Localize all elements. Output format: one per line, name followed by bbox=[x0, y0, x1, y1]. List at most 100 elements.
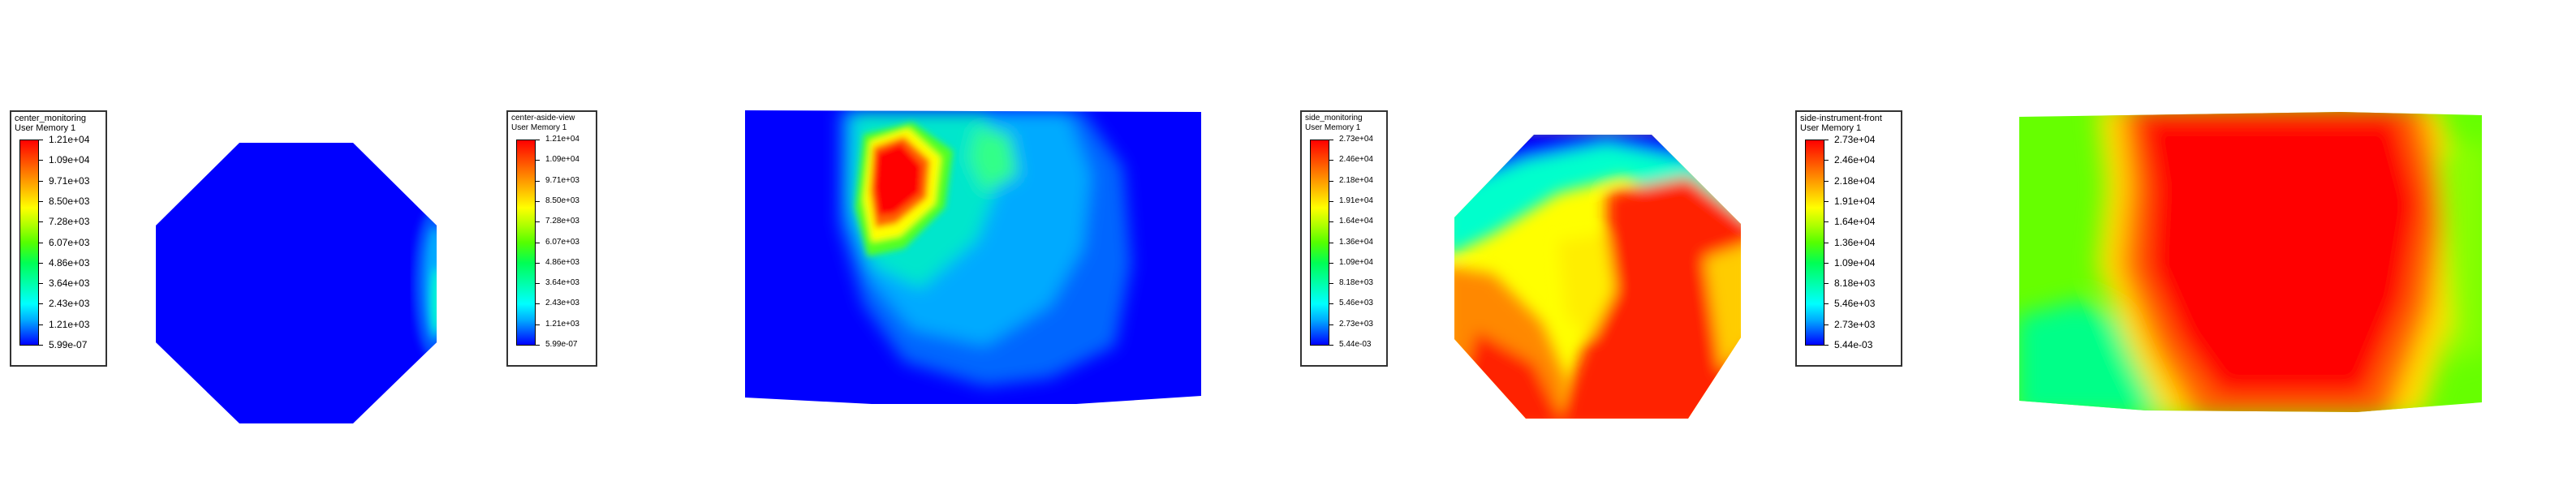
legend-title: center_monitoring bbox=[15, 114, 87, 123]
colorbar-tick-label: 2.18e+04 bbox=[1834, 174, 1876, 187]
colorbar-tick-label: 2.46e+04 bbox=[1834, 154, 1876, 166]
legend-center-monitoring: center_monitoring User Memory 1 1.21e+04… bbox=[10, 110, 107, 367]
colorbar-tick bbox=[536, 303, 540, 305]
colorbar-tick-label: 8.18e+03 bbox=[1339, 278, 1373, 288]
colorbar-tick bbox=[1824, 345, 1829, 346]
legend-subtitle: User Memory 1 bbox=[15, 123, 76, 133]
colorbar-tick bbox=[536, 221, 540, 223]
colorbar-tick-label: 1.21e+03 bbox=[49, 318, 90, 330]
colorbar-tick bbox=[39, 221, 43, 223]
colorbar-tick bbox=[1824, 200, 1829, 202]
colorbar-tick-label: 9.71e+03 bbox=[545, 175, 579, 185]
colorbar-tick-label: 2.73e+03 bbox=[1339, 319, 1373, 329]
colorbar-tick bbox=[536, 262, 540, 264]
contour-view-center-aside bbox=[745, 110, 1201, 404]
legend-subtitle: User Memory 1 bbox=[511, 123, 567, 132]
colorbar-tick-label: 5.99e-07 bbox=[49, 339, 88, 350]
colorbar-tick-label: 4.86e+03 bbox=[545, 257, 579, 267]
colorbar bbox=[1310, 140, 1329, 346]
colorbar-tick-label: 3.64e+03 bbox=[49, 277, 90, 290]
colorbar-tick bbox=[39, 324, 43, 325]
colorbar-tick bbox=[1824, 324, 1829, 325]
colorbar-ticks bbox=[536, 140, 542, 346]
colorbar-tick-label: 8.50e+03 bbox=[49, 195, 90, 207]
colorbar-tick-label: 2.73e+04 bbox=[1339, 135, 1373, 144]
colorbar-tick bbox=[1824, 160, 1829, 161]
colorbar-tick bbox=[536, 345, 540, 346]
colorbar-tick-label: 8.18e+03 bbox=[1834, 277, 1876, 290]
colorbar-tick-label: 1.91e+04 bbox=[1339, 196, 1373, 205]
contour-view-side-instrument-front bbox=[2019, 112, 2482, 412]
colorbar-tick bbox=[1329, 160, 1333, 161]
colorbar-tick bbox=[536, 324, 540, 325]
contour-view-side-monitoring bbox=[1454, 135, 1741, 419]
colorbar-tick bbox=[39, 283, 43, 285]
colorbar-tick-label: 5.46e+03 bbox=[1339, 299, 1373, 308]
colorbar-ticks bbox=[1824, 140, 1831, 346]
colorbar-tick-label: 9.71e+03 bbox=[49, 174, 90, 187]
colorbar-tick bbox=[39, 345, 43, 346]
colorbar-tick-label: 4.86e+03 bbox=[49, 256, 90, 269]
colorbar-tick bbox=[1329, 180, 1333, 182]
colorbar-tick bbox=[1329, 303, 1333, 305]
colorbar-tick-label: 1.36e+04 bbox=[1834, 236, 1876, 248]
colorbar-tick bbox=[1329, 283, 1333, 285]
legend-title: side-instrument-front bbox=[1800, 114, 1882, 123]
colorbar-tick-label: 2.43e+03 bbox=[49, 298, 90, 310]
colorbar-tick-label: 2.43e+03 bbox=[545, 299, 579, 308]
colorbar-tick-label: 5.46e+03 bbox=[1834, 298, 1876, 310]
colorbar-tick-label: 1.91e+04 bbox=[1834, 195, 1876, 207]
colorbar-tick bbox=[39, 200, 43, 202]
colorbar-tick bbox=[39, 303, 43, 305]
colorbar-tick-label: 1.21e+03 bbox=[545, 319, 579, 329]
colorbar-tick-label: 2.46e+04 bbox=[1339, 155, 1373, 165]
colorbar-tick bbox=[39, 180, 43, 182]
colorbar-tick-label: 2.73e+04 bbox=[1834, 134, 1876, 145]
colorbar-tick-label: 7.28e+03 bbox=[545, 217, 579, 226]
colorbar-tick-label: 2.73e+03 bbox=[1834, 318, 1876, 330]
colorbar-tick-label: 6.07e+03 bbox=[49, 236, 90, 248]
colorbar-tick-label: 8.50e+03 bbox=[545, 196, 579, 205]
colorbar-tick bbox=[1824, 303, 1829, 305]
legend-title: side_monitoring bbox=[1305, 114, 1363, 122]
legend-title: center-aside-view bbox=[511, 114, 575, 122]
colorbar-tick bbox=[536, 180, 540, 182]
colorbar-tick bbox=[536, 160, 540, 161]
colorbar-tick bbox=[1824, 262, 1829, 264]
colorbar-tick bbox=[536, 283, 540, 285]
legend-subtitle: User Memory 1 bbox=[1305, 123, 1361, 132]
colorbar-tick-label: 1.09e+04 bbox=[1834, 256, 1876, 269]
colorbar-tick-label: 3.64e+03 bbox=[545, 278, 579, 288]
colorbar-tick bbox=[1329, 221, 1333, 223]
colorbar-tick-label: 7.28e+03 bbox=[49, 216, 90, 228]
legend-subtitle: User Memory 1 bbox=[1800, 123, 1862, 133]
colorbar-tick bbox=[39, 160, 43, 161]
colorbar-ticks bbox=[1329, 140, 1336, 346]
colorbar-tick-label: 1.09e+04 bbox=[545, 155, 579, 165]
legend-side-monitoring: side_monitoring User Memory 1 2.73e+04 2.… bbox=[1300, 110, 1388, 367]
colorbar-tick-label: 1.21e+04 bbox=[49, 134, 90, 145]
colorbar-tick bbox=[39, 262, 43, 264]
colorbar-tick-label: 1.36e+04 bbox=[1339, 237, 1373, 247]
colorbar bbox=[516, 140, 536, 346]
contour-view-center-monitoring bbox=[156, 143, 437, 423]
colorbar-tick-label: 5.44e-03 bbox=[1339, 340, 1372, 349]
colorbar-tick-label: 1.21e+04 bbox=[545, 135, 579, 144]
colorbar-tick bbox=[1329, 324, 1333, 325]
colorbar-tick-label: 1.09e+04 bbox=[49, 154, 90, 166]
colorbar-tick-label: 1.64e+04 bbox=[1834, 216, 1876, 228]
colorbar-tick bbox=[1329, 200, 1333, 202]
colorbar-tick bbox=[1329, 345, 1333, 346]
colorbar-tick bbox=[536, 200, 540, 202]
legend-center-aside-view: center-aside-view User Memory 1 1.21e+04… bbox=[506, 110, 597, 367]
colorbar-tick-label: 2.18e+04 bbox=[1339, 175, 1373, 185]
colorbar-tick bbox=[1329, 262, 1333, 264]
colorbar-tick-label: 6.07e+03 bbox=[545, 237, 579, 247]
colorbar bbox=[19, 140, 39, 346]
colorbar-tick bbox=[1824, 221, 1829, 223]
colorbar-ticks bbox=[39, 140, 45, 346]
colorbar-tick-label: 1.64e+04 bbox=[1339, 217, 1373, 226]
colorbar-tick-label: 5.44e-03 bbox=[1834, 339, 1873, 350]
colorbar-tick bbox=[1824, 180, 1829, 182]
colorbar-tick-label: 5.99e-07 bbox=[545, 340, 578, 349]
